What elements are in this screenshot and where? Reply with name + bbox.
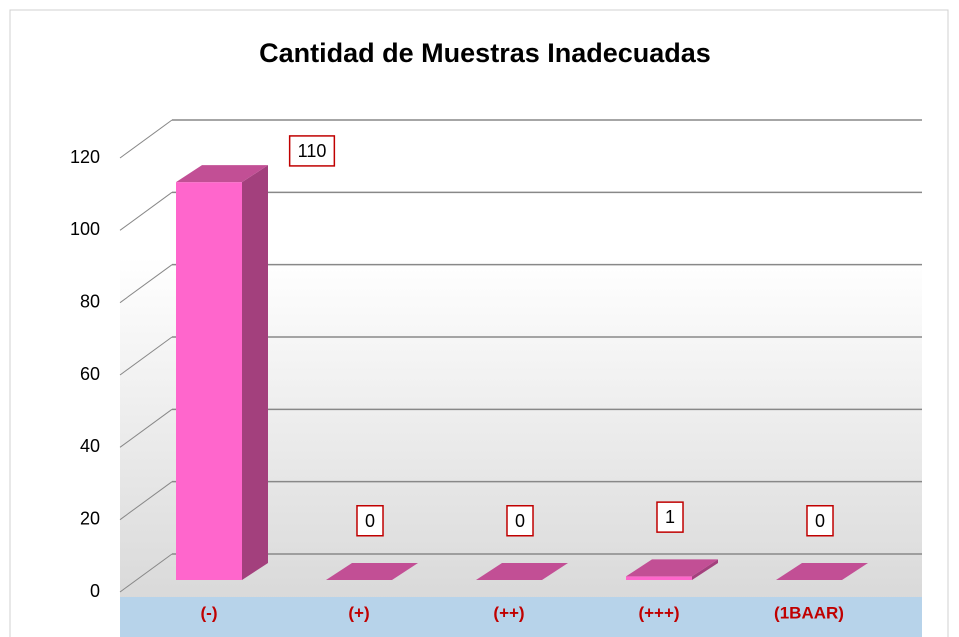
bar-top: [476, 563, 568, 580]
data-label-box: [288, 135, 336, 167]
x-tick-label: (1BAAR): [774, 603, 844, 622]
grid-line: [119, 119, 173, 159]
data-label: 1: [665, 507, 675, 527]
data-label-box: [656, 501, 684, 533]
data-label-box: [806, 505, 834, 537]
y-tick-label: 80: [80, 291, 100, 311]
bar-side: [242, 165, 268, 580]
y-tick-label: 0: [90, 581, 100, 601]
x-tick-label: (-): [201, 603, 218, 622]
grid-line: [119, 264, 173, 304]
bar-top: [326, 563, 418, 580]
y-tick-label: 40: [80, 436, 100, 456]
x-tick-label: (+++): [638, 603, 679, 622]
y-tick-label: 120: [70, 147, 100, 167]
x-tick-label: (+): [348, 603, 369, 622]
bar: [626, 576, 692, 580]
grid-line: [119, 481, 173, 521]
bar-side: [692, 559, 718, 580]
grid-line: [119, 191, 173, 231]
bar-top: [176, 165, 268, 183]
bar-top: [776, 563, 868, 580]
bar-top: [626, 559, 718, 577]
y-tick-label: 100: [70, 219, 100, 239]
x-tick-label: (++): [493, 603, 524, 622]
data-label-box: [356, 505, 384, 537]
data-label: 0: [815, 511, 825, 531]
chart-title: Cantidad de Muestras Inadecuadas: [259, 38, 711, 68]
data-label: 110: [298, 141, 327, 161]
y-tick-label: 60: [80, 364, 100, 384]
category-band: [120, 597, 922, 637]
data-label: 0: [365, 511, 375, 531]
y-tick-label: 20: [80, 508, 100, 528]
data-label-box: [506, 505, 534, 537]
grid-line: [119, 553, 173, 593]
data-label: 0: [515, 511, 525, 531]
grid-line: [119, 336, 173, 376]
bar: [176, 182, 242, 580]
grid-line: [119, 408, 173, 448]
